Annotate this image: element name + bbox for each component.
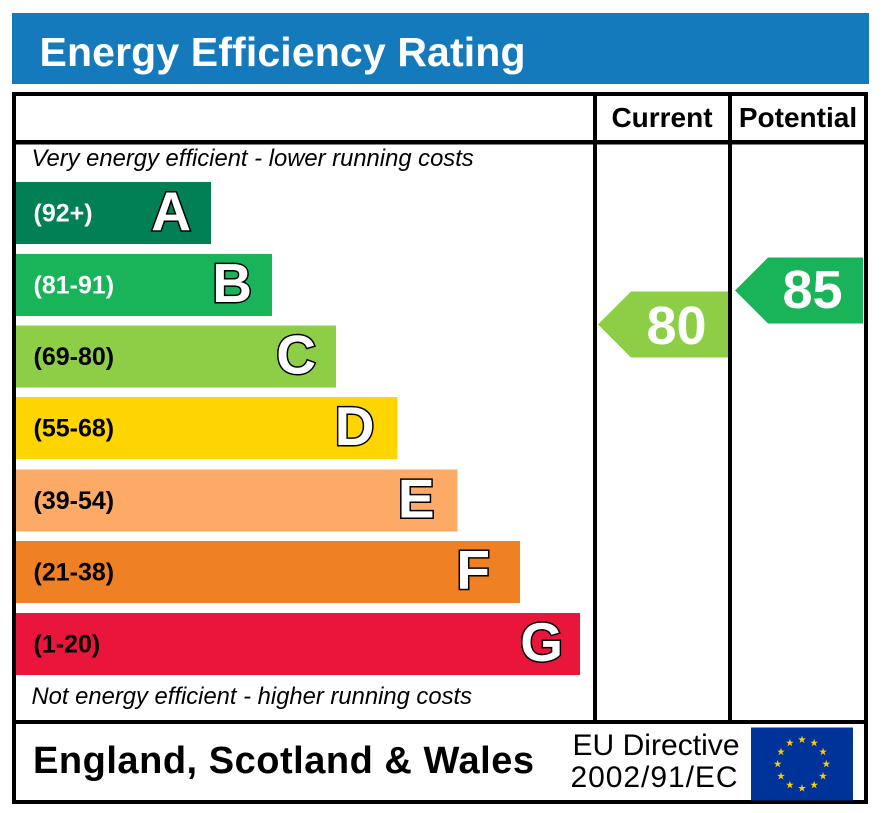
svg-text:(1-20): (1-20) <box>34 631 101 659</box>
svg-text:EU Directive: EU Directive <box>573 729 740 762</box>
svg-text:(39-54): (39-54) <box>34 487 115 515</box>
svg-text:C: C <box>276 324 316 386</box>
svg-text:80: 80 <box>646 296 706 356</box>
svg-text:G: G <box>520 611 563 673</box>
svg-text:England, Scotland & Wales: England, Scotland & Wales <box>33 740 534 782</box>
svg-text:Not energy efficient - higher: Not energy efficient - higher running co… <box>32 683 473 710</box>
svg-text:D: D <box>335 395 375 457</box>
svg-text:F: F <box>456 539 490 601</box>
svg-text:Very energy efficient - lower: Very energy efficient - lower running co… <box>32 145 474 172</box>
svg-text:E: E <box>398 468 435 530</box>
svg-text:2002/91/EC: 2002/91/EC <box>571 761 738 794</box>
svg-text:(92+): (92+) <box>34 200 93 228</box>
svg-text:(69-80): (69-80) <box>34 343 115 371</box>
svg-text:(21-38): (21-38) <box>34 559 115 587</box>
svg-text:(81-91): (81-91) <box>34 272 115 300</box>
svg-text:(55-68): (55-68) <box>34 415 115 443</box>
svg-text:A: A <box>151 180 191 242</box>
svg-text:Energy Efficiency Rating: Energy Efficiency Rating <box>40 29 526 75</box>
svg-text:B: B <box>212 252 252 314</box>
svg-text:Potential: Potential <box>739 102 857 133</box>
svg-text:Current: Current <box>611 102 712 133</box>
svg-text:85: 85 <box>782 260 842 320</box>
